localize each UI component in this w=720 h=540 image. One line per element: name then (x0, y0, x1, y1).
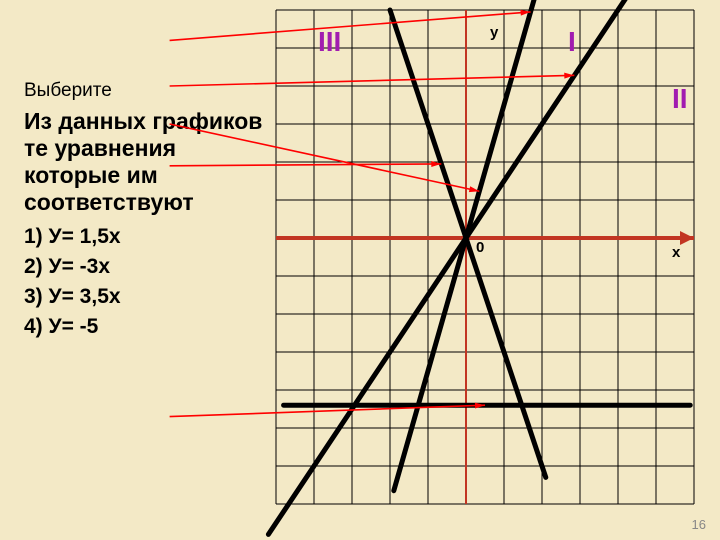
prompt-intro: Выберите (24, 80, 264, 102)
equation-number: 2) (24, 255, 43, 278)
equation-number: 3) (24, 285, 43, 308)
grid-chart (276, 10, 696, 510)
equation-body: У= -3х (43, 255, 110, 278)
chart-area: I II III х у 0 (276, 10, 696, 515)
equation-number: 4) (24, 315, 43, 338)
equation-item: 4) У= -5 (24, 315, 264, 339)
question-text-column: Выберите Из данных графиков те уравнения… (24, 80, 264, 339)
equation-body: У= 3,5х (43, 285, 121, 308)
equation-body: У= 1,5х (43, 225, 121, 248)
equation-list: 1) У= 1,5х2) У= -3х3) У= 3,5х4) У= -5 (24, 225, 264, 339)
prompt-body: Из данных графиков те уравнения которые … (24, 108, 264, 217)
equation-item: 2) У= -3х (24, 255, 264, 279)
equation-item: 1) У= 1,5х (24, 225, 264, 249)
equation-body: У= -5 (43, 315, 99, 338)
equation-item: 3) У= 3,5х (24, 285, 264, 309)
page-number: 16 (692, 517, 706, 532)
equation-number: 1) (24, 225, 43, 248)
